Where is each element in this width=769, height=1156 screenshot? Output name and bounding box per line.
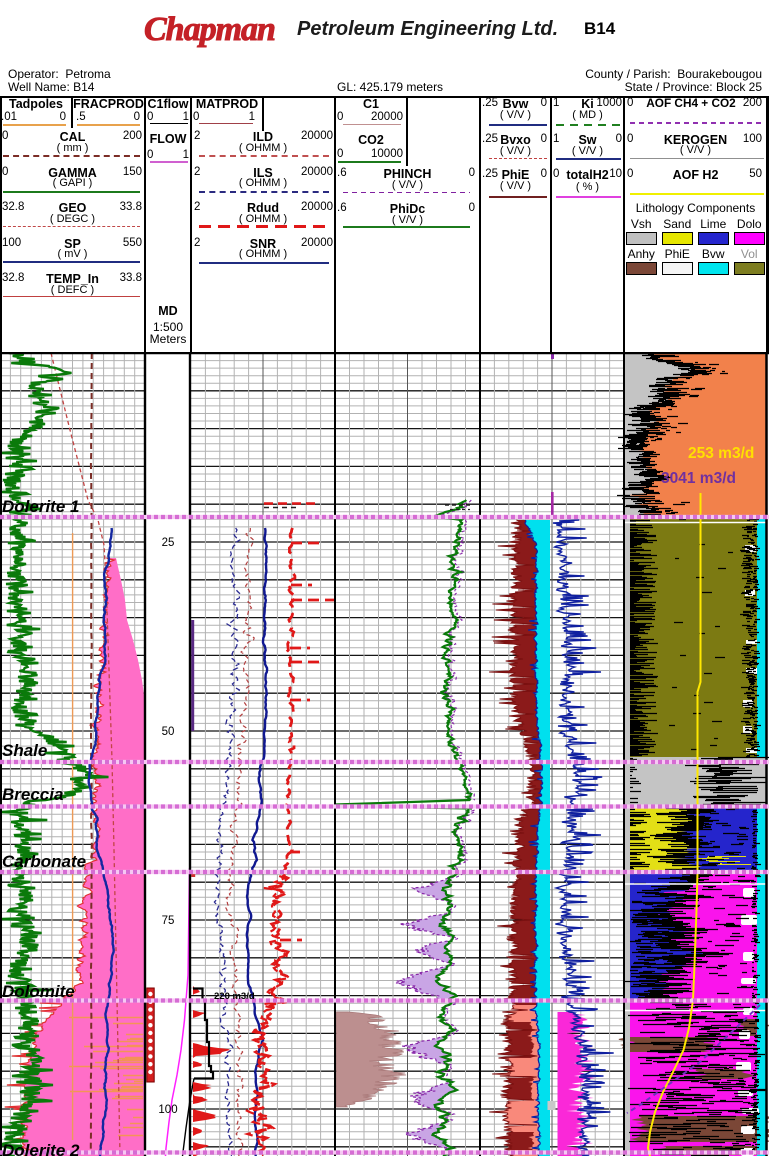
svg-text:253 m3/d: 253 m3/d xyxy=(688,445,754,462)
svg-text:50: 50 xyxy=(162,726,175,738)
svg-text:Dolerite 1: Dolerite 1 xyxy=(2,497,79,516)
svg-text:3041 m3/d: 3041 m3/d xyxy=(661,470,736,487)
svg-text:100: 100 xyxy=(158,1104,177,1116)
svg-text:25: 25 xyxy=(162,537,175,549)
svg-text:Dolomite: Dolomite xyxy=(2,982,75,1001)
svg-text:75: 75 xyxy=(162,915,175,927)
svg-text:Breccia: Breccia xyxy=(2,785,63,804)
svg-text:220 m3/d: 220 m3/d xyxy=(214,991,255,1002)
svg-text:Shale: Shale xyxy=(2,741,47,760)
svg-text:Carbonate: Carbonate xyxy=(2,852,86,871)
svg-text:Dolerite 2: Dolerite 2 xyxy=(2,1141,80,1156)
